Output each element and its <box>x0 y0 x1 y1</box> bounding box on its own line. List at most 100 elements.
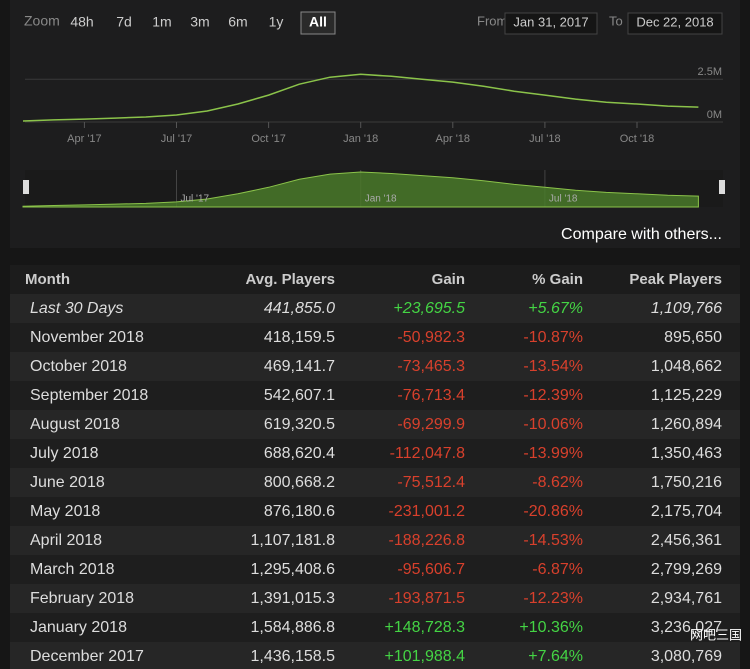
table-cell: October 2018 <box>30 358 127 375</box>
table-header: Avg. Players <box>246 271 336 288</box>
table-cell: 1,436,158.5 <box>250 648 335 665</box>
table-cell: December 2017 <box>30 648 144 665</box>
to-value: Dec 22, 2018 <box>636 14 713 29</box>
table-cell: 1,260,894 <box>651 416 722 433</box>
zoom-button[interactable]: 7d <box>116 14 132 30</box>
table-cell: +5.67% <box>528 300 583 317</box>
table-cell: +148,728.3 <box>384 619 465 636</box>
table-row <box>10 555 740 584</box>
table-cell: February 2018 <box>30 590 134 607</box>
table-cell: Last 30 Days <box>30 300 123 317</box>
navigator-label: Jan '18 <box>365 194 397 205</box>
table-cell: -188,226.8 <box>388 532 465 549</box>
table-cell: July 2018 <box>30 445 99 462</box>
from-value: Jan 31, 2017 <box>513 14 588 29</box>
table-cell: 1,107,181.8 <box>250 532 335 549</box>
table-cell: -112,047.8 <box>390 445 465 462</box>
table-cell: 418,159.5 <box>264 329 335 346</box>
y-tick-label: 0M <box>707 109 722 121</box>
table-row <box>10 584 740 613</box>
watermark: 网吧三国 <box>690 627 742 642</box>
table-header: Gain <box>432 271 465 288</box>
table-cell: +101,988.4 <box>384 648 465 665</box>
table-cell: -231,001.2 <box>388 503 465 520</box>
from-input[interactable] <box>504 12 598 35</box>
table-row <box>10 439 740 468</box>
table-cell: 2,175,704 <box>651 503 722 520</box>
table-row <box>10 497 740 526</box>
table-cell: 2,799,269 <box>651 561 722 578</box>
table-cell: 1,295,408.6 <box>250 561 335 578</box>
table-cell: 1,391,015.3 <box>250 590 335 607</box>
x-tick-label: Apr '17 <box>67 133 102 145</box>
table-cell: 2,456,361 <box>651 532 722 549</box>
navigator-handle[interactable] <box>23 180 29 194</box>
table-cell: 688,620.4 <box>264 445 335 462</box>
table-cell: 2,934,761 <box>651 590 722 607</box>
table-cell: January 2018 <box>30 619 127 636</box>
table-cell: -193,871.5 <box>388 590 465 607</box>
table-cell: -12.23% <box>523 590 583 607</box>
table-cell: +23,695.5 <box>393 300 465 317</box>
navigator-area <box>22 171 699 208</box>
table-cell: -50,982.3 <box>397 329 465 346</box>
chart-panel <box>10 0 740 248</box>
table-cell: -10.87% <box>523 329 583 346</box>
table-cell: -73,465.3 <box>397 358 465 375</box>
table-cell: 1,048,662 <box>651 358 722 375</box>
navigator-label: Jul '18 <box>549 194 578 205</box>
table-header: % Gain <box>532 271 583 288</box>
table-cell: September 2018 <box>30 387 148 404</box>
zoom-button[interactable]: 48h <box>70 14 93 30</box>
table-row <box>10 410 740 439</box>
table-row <box>10 468 740 497</box>
table-cell: June 2018 <box>30 474 105 491</box>
table-cell: -69,299.9 <box>397 416 465 433</box>
zoom-button[interactable]: 1y <box>269 14 284 30</box>
table-cell: -10.06% <box>523 416 583 433</box>
table-cell: -76,713.4 <box>397 387 465 404</box>
zoom-button[interactable]: 1m <box>152 14 171 30</box>
table-cell: -13.99% <box>523 445 583 462</box>
table-header: Peak Players <box>629 271 722 288</box>
table-cell: 876,180.6 <box>264 503 335 520</box>
table-cell: -12.39% <box>523 387 583 404</box>
zoom-selected <box>300 11 336 35</box>
x-tick-label: Jan '18 <box>343 133 378 145</box>
table-cell: 441,855.0 <box>264 300 335 317</box>
table-cell: -95,606.7 <box>397 561 465 578</box>
zoom-label: Zoom <box>24 13 60 29</box>
table-cell: -8.62% <box>532 474 583 491</box>
to-input[interactable] <box>627 12 723 35</box>
table-cell: August 2018 <box>30 416 120 433</box>
table-cell: March 2018 <box>30 561 115 578</box>
table-row <box>10 526 740 555</box>
table-row <box>10 323 740 352</box>
table-cell: 800,668.2 <box>264 474 335 491</box>
table-cell: 3,236,027 <box>651 619 722 636</box>
x-tick-label: Oct '17 <box>251 133 286 145</box>
zoom-button[interactable]: All <box>309 14 327 30</box>
table-cell: -75,512.4 <box>397 474 465 491</box>
x-tick-label: Oct '18 <box>620 133 655 145</box>
compare-link[interactable]: Compare with others... <box>561 226 722 243</box>
table-cell: November 2018 <box>30 329 144 346</box>
table-cell: 1,350,463 <box>651 445 722 462</box>
from-label: From <box>477 13 507 28</box>
navigator-handle[interactable] <box>719 180 725 194</box>
x-tick-label: Jul '18 <box>529 133 560 145</box>
table-cell: -20.86% <box>523 503 583 520</box>
table-cell: 1,109,766 <box>651 300 722 317</box>
table-header-bg <box>10 265 740 294</box>
zoom-button[interactable]: 6m <box>228 14 247 30</box>
table-cell: +7.64% <box>528 648 583 665</box>
table-cell: 619,320.5 <box>264 416 335 433</box>
table-row <box>10 613 740 642</box>
table-cell: 469,141.7 <box>264 358 335 375</box>
zoom-button[interactable]: 3m <box>190 14 209 30</box>
player-line <box>22 73 699 122</box>
table-header: Month <box>25 271 70 288</box>
table-cell: 1,125,229 <box>651 387 722 404</box>
